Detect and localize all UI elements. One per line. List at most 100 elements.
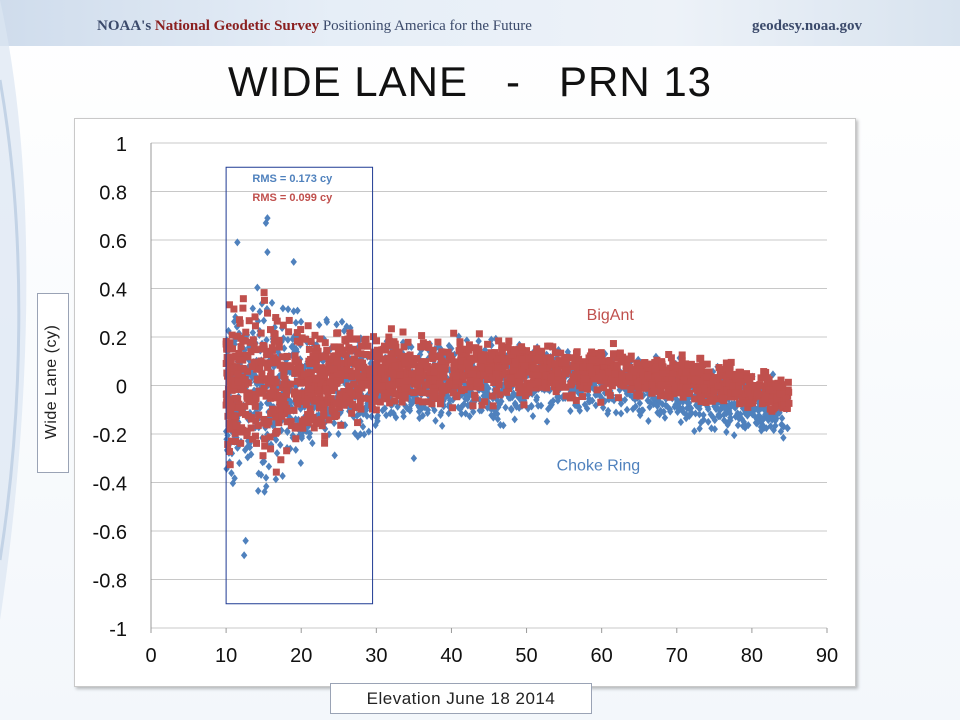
choke-ring-point <box>708 424 715 433</box>
bigant-point <box>358 380 366 388</box>
bigant-point <box>634 383 642 391</box>
bigant-point <box>555 362 563 370</box>
bigant-point <box>356 358 364 366</box>
bigant-point <box>478 401 486 409</box>
bigant-point <box>711 374 719 382</box>
bigant-point <box>576 367 584 375</box>
bigant-point <box>236 319 244 327</box>
bigant-point <box>425 374 433 382</box>
bigant-point <box>312 360 320 368</box>
choke-ring-point <box>270 362 278 371</box>
bigant-point <box>472 383 480 391</box>
bigant-point <box>323 368 331 376</box>
bigant-point <box>617 370 625 378</box>
bigant-point <box>703 373 711 381</box>
choke-ring-point <box>231 474 238 483</box>
header-url[interactable]: geodesy.noaa.gov <box>752 18 863 34</box>
bigant-point <box>263 347 271 355</box>
bigant-point <box>227 406 235 414</box>
bigant-point <box>264 363 272 371</box>
bigant-point <box>533 345 541 353</box>
bigant-point <box>238 424 246 432</box>
bigant-point <box>335 403 343 411</box>
bigant-point <box>334 348 342 356</box>
bigant-point <box>636 365 644 373</box>
choke-ring-point <box>381 404 389 413</box>
bigant-point <box>731 389 739 397</box>
bigant-point <box>370 348 378 356</box>
bigant-point <box>304 385 312 393</box>
bigant-point <box>723 386 731 394</box>
choke-ring-point <box>680 408 687 417</box>
choke-ring-point <box>549 396 557 405</box>
bigant-point <box>334 399 342 407</box>
bigant-point <box>574 363 582 371</box>
bigant-point <box>322 385 330 393</box>
bigant-point <box>489 402 497 410</box>
bigant-point <box>398 353 406 361</box>
choke-ring-point <box>675 403 682 412</box>
bigant-point <box>609 350 617 358</box>
bigant-point <box>558 359 566 367</box>
bigant-point <box>336 376 344 384</box>
choke-ring-point <box>705 417 712 426</box>
choke-ring-point <box>700 411 707 420</box>
bigant-point <box>539 379 547 387</box>
choke-ring-point <box>555 393 562 402</box>
choke-ring-point <box>612 408 620 417</box>
bigant-point <box>725 379 733 387</box>
choke-ring-point <box>632 402 639 411</box>
bigant-point <box>330 365 338 373</box>
bigant-point <box>507 374 515 382</box>
bigant-point <box>461 371 469 379</box>
bigant-point <box>465 341 473 349</box>
bigant-point <box>436 353 444 361</box>
bigant-point <box>282 389 290 397</box>
bigant-point <box>515 384 523 392</box>
bigant-point <box>568 391 576 399</box>
choke-ring-point <box>545 405 552 414</box>
bigant-point <box>773 383 781 391</box>
choke-ring-point <box>661 413 669 422</box>
choke-ring-point <box>331 451 338 460</box>
bigant-point <box>252 394 260 402</box>
bigant-point <box>267 389 275 397</box>
bigant-point <box>456 339 464 347</box>
bigant-point <box>275 343 283 351</box>
bigant-point <box>247 424 255 432</box>
choke-ring-point <box>755 406 762 415</box>
bigant-point <box>748 382 756 390</box>
bigant-point <box>279 384 287 392</box>
bigant-point <box>264 360 272 368</box>
bigant-point <box>471 391 479 399</box>
bigant-point <box>518 387 526 395</box>
bigant-point <box>333 411 341 419</box>
bigant-point <box>419 343 427 351</box>
bigant-point <box>263 418 271 426</box>
bigant-point <box>534 371 542 379</box>
bigant-point <box>318 422 326 430</box>
choke-ring-point <box>240 551 248 560</box>
bigant-point <box>372 406 380 414</box>
bigant-point <box>486 355 494 363</box>
bigant-point <box>748 393 756 401</box>
bigant-point <box>372 388 380 396</box>
bigant-point <box>344 335 352 343</box>
bigant-point <box>449 389 457 397</box>
bigant-point <box>340 387 348 395</box>
bigant-point <box>473 371 481 379</box>
bigant-point <box>462 351 470 359</box>
bigant-point <box>350 345 358 353</box>
bigant-point <box>261 442 269 450</box>
bigant-point <box>623 361 631 369</box>
bigant-point <box>586 363 594 371</box>
bigant-point <box>237 439 245 447</box>
bigant-point <box>495 337 503 345</box>
bigant-point <box>579 363 587 371</box>
choke-ring-point <box>657 406 664 415</box>
bigant-point <box>334 329 342 337</box>
bigant-point <box>605 368 613 376</box>
bigant-point <box>458 357 466 365</box>
choke-ring-point <box>734 421 742 430</box>
bigant-point <box>626 378 634 386</box>
